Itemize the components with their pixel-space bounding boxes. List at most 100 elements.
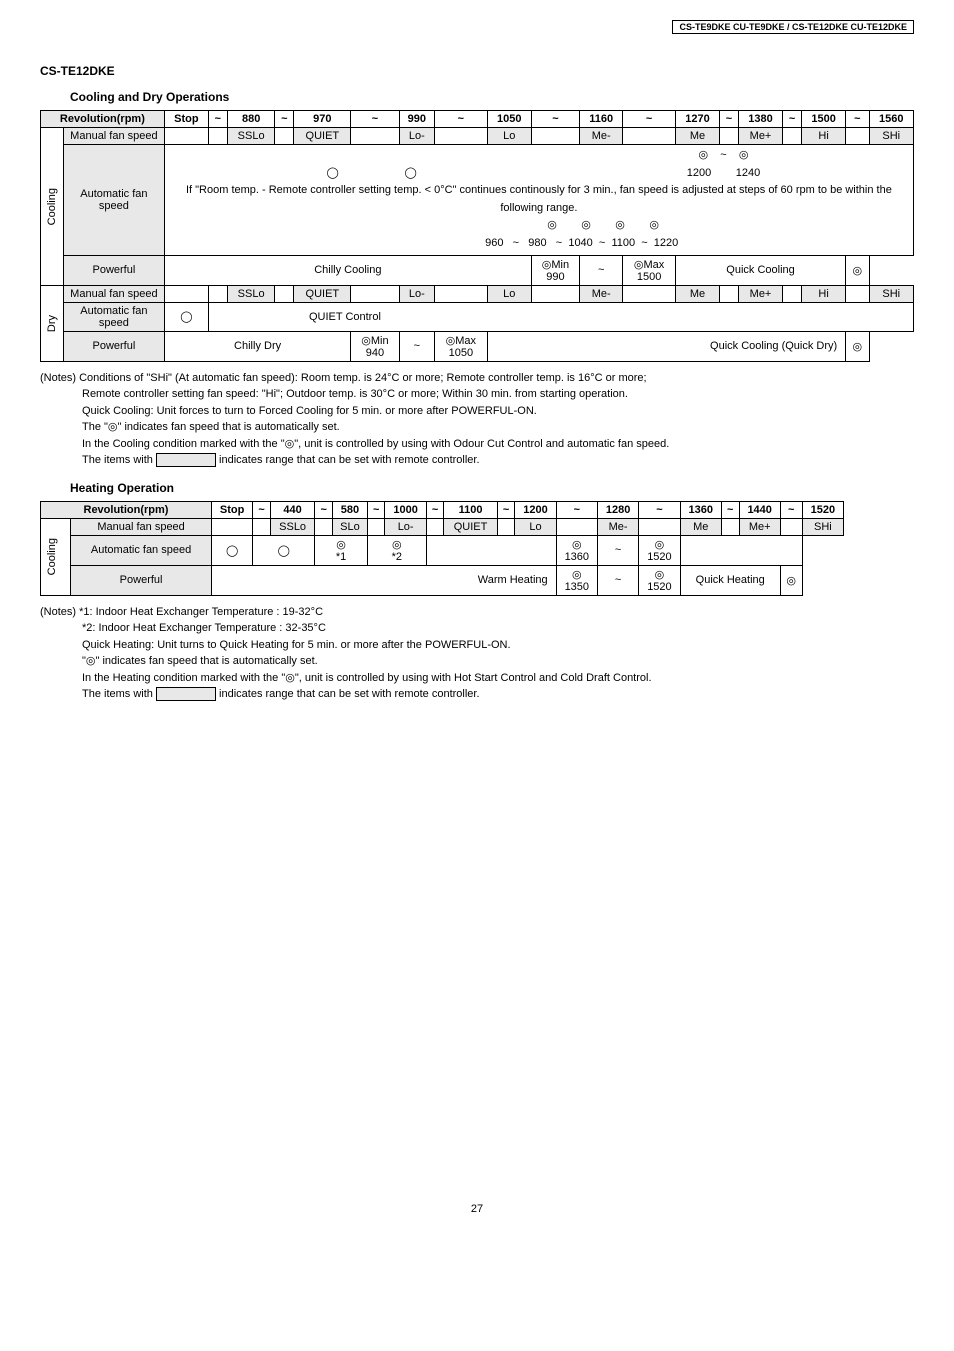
cell xyxy=(208,285,227,302)
hdr: 970 xyxy=(294,111,351,128)
cell: QUIET xyxy=(444,518,497,535)
cell xyxy=(720,128,739,145)
cell xyxy=(623,285,676,302)
hdr: 580 xyxy=(332,501,367,518)
hdr: 440 xyxy=(270,501,315,518)
cell: Me xyxy=(680,518,721,535)
table-row: Powerful Chilly Cooling ◎Min 990 ~ ◎Max … xyxy=(41,255,914,285)
table-row: Dry Manual fan speed SSLo QUIET Lo- Lo M… xyxy=(41,285,914,302)
hdr: 1100 xyxy=(444,501,497,518)
hdr: 1000 xyxy=(385,501,426,518)
table-row: Cooling Manual fan speed SSLo SLo Lo- QU… xyxy=(41,518,844,535)
table-row: Powerful Warm Heating ◎ 1350 ~ ◎ 1520 Qu… xyxy=(41,565,844,595)
cell xyxy=(846,285,869,302)
cell: Hi xyxy=(801,285,845,302)
hdr: Stop xyxy=(164,111,208,128)
cell: SSLo xyxy=(227,128,275,145)
quiet-control: QUIET Control xyxy=(208,302,913,331)
hdr: ~ xyxy=(367,501,385,518)
cell xyxy=(623,128,676,145)
cell xyxy=(367,518,385,535)
row-label: Automatic fan speed xyxy=(64,145,165,256)
cooling-notes: (Notes) Conditions of "SHi" (At automati… xyxy=(40,370,914,469)
row-label: Automatic fan speed xyxy=(64,302,165,331)
hdr: ~ xyxy=(721,501,739,518)
cell: Me+ xyxy=(739,518,780,535)
quick-cooling: Quick Cooling xyxy=(675,255,845,285)
cell xyxy=(435,285,488,302)
circle: ◯ xyxy=(211,535,252,565)
cell: QUIET xyxy=(294,128,351,145)
end-sym: ◎ xyxy=(846,255,869,285)
note-line: Quick Heating: Unit turns to Quick Heati… xyxy=(82,637,914,654)
note-line: The "◎" indicates fan speed that is auto… xyxy=(82,419,914,436)
hdr: 1560 xyxy=(869,111,914,128)
table-header-row: Revolution(rpm) Stop ~ 880 ~ 970 ~ 990 ~… xyxy=(41,111,914,128)
cell xyxy=(721,518,739,535)
dry-group-label: Dry xyxy=(41,285,64,361)
hdr: ~ xyxy=(253,501,271,518)
note-line: (Notes) Conditions of "SHi" (At automati… xyxy=(40,370,914,387)
heating-group-label: Cooling xyxy=(41,518,71,595)
hdr: 1270 xyxy=(675,111,719,128)
note-line: In the Cooling condition marked with the… xyxy=(82,436,914,453)
hdr: 1280 xyxy=(597,501,638,518)
hdr: ~ xyxy=(208,111,227,128)
rev-header: Revolution(rpm) xyxy=(41,501,212,518)
cell xyxy=(783,285,802,302)
note-line: Remote controller setting fan speed: "Hi… xyxy=(82,386,914,403)
cell xyxy=(211,518,252,535)
cell: Lo- xyxy=(399,285,435,302)
cell xyxy=(531,285,579,302)
page-number: 27 xyxy=(40,1203,914,1215)
header-model-box: CS-TE9DKE CU-TE9DKE / CS-TE12DKE CU-TE12… xyxy=(672,20,914,34)
cell xyxy=(556,518,597,535)
hdr: ~ xyxy=(435,111,488,128)
cell: Lo- xyxy=(385,518,426,535)
cell xyxy=(208,128,227,145)
heating-table: Revolution(rpm) Stop ~ 440 ~ 580 ~ 1000 … xyxy=(40,501,844,596)
note-line: "◎" indicates fan speed that is automati… xyxy=(82,653,914,670)
cell: Lo xyxy=(487,285,531,302)
max: ◎Max 1050 xyxy=(435,331,488,361)
auto-text: If "Room temp. - Remote controller setti… xyxy=(168,182,910,217)
heating-notes: (Notes) *1: Indoor Heat Exchanger Temper… xyxy=(40,604,914,703)
hdr: ~ xyxy=(783,111,802,128)
cell: Me- xyxy=(597,518,638,535)
row-label: Manual fan speed xyxy=(64,128,165,145)
cell xyxy=(783,128,802,145)
tilde: ~ xyxy=(580,255,623,285)
cell: Me xyxy=(675,285,719,302)
range-box-icon xyxy=(156,453,216,467)
hdr: ~ xyxy=(720,111,739,128)
note-line: Quick Cooling: Unit forces to turn to Fo… xyxy=(82,403,914,420)
cell: SLo xyxy=(332,518,367,535)
cell xyxy=(426,518,444,535)
cooling-group-label: Cooling xyxy=(41,128,64,286)
note-line: (Notes) *1: Indoor Heat Exchanger Temper… xyxy=(40,604,914,621)
row-label: Powerful xyxy=(64,255,165,285)
hdr: ~ xyxy=(315,501,333,518)
cell xyxy=(435,128,488,145)
mark: ◎ 1520 xyxy=(639,565,680,595)
cell: Me- xyxy=(580,128,623,145)
mark: ◎ 1520 xyxy=(639,535,680,565)
cooling-section-title: Cooling and Dry Operations xyxy=(70,90,914,104)
range-box-icon xyxy=(156,687,216,701)
chilly-cooling: Chilly Cooling xyxy=(164,255,531,285)
mark: ◎ *1 xyxy=(315,535,368,565)
row-label: Manual fan speed xyxy=(64,285,165,302)
hdr: ~ xyxy=(531,111,579,128)
table-row: Automatic fan speed ◯ QUIET Control xyxy=(41,302,914,331)
hdr: ~ xyxy=(497,501,515,518)
cell xyxy=(164,285,208,302)
cell: Me xyxy=(675,128,719,145)
cell: Lo xyxy=(515,518,556,535)
max: ◎Max 1500 xyxy=(623,255,676,285)
hdr: Stop xyxy=(211,501,252,518)
hdr: ~ xyxy=(780,501,802,518)
hdr: ~ xyxy=(623,111,676,128)
row-label: Powerful xyxy=(64,331,165,361)
auto-cell: ◯ ◯ ◎ ~ ◎ 1200 1240 If "Room temp. - Rem… xyxy=(164,145,913,256)
cell xyxy=(275,285,294,302)
